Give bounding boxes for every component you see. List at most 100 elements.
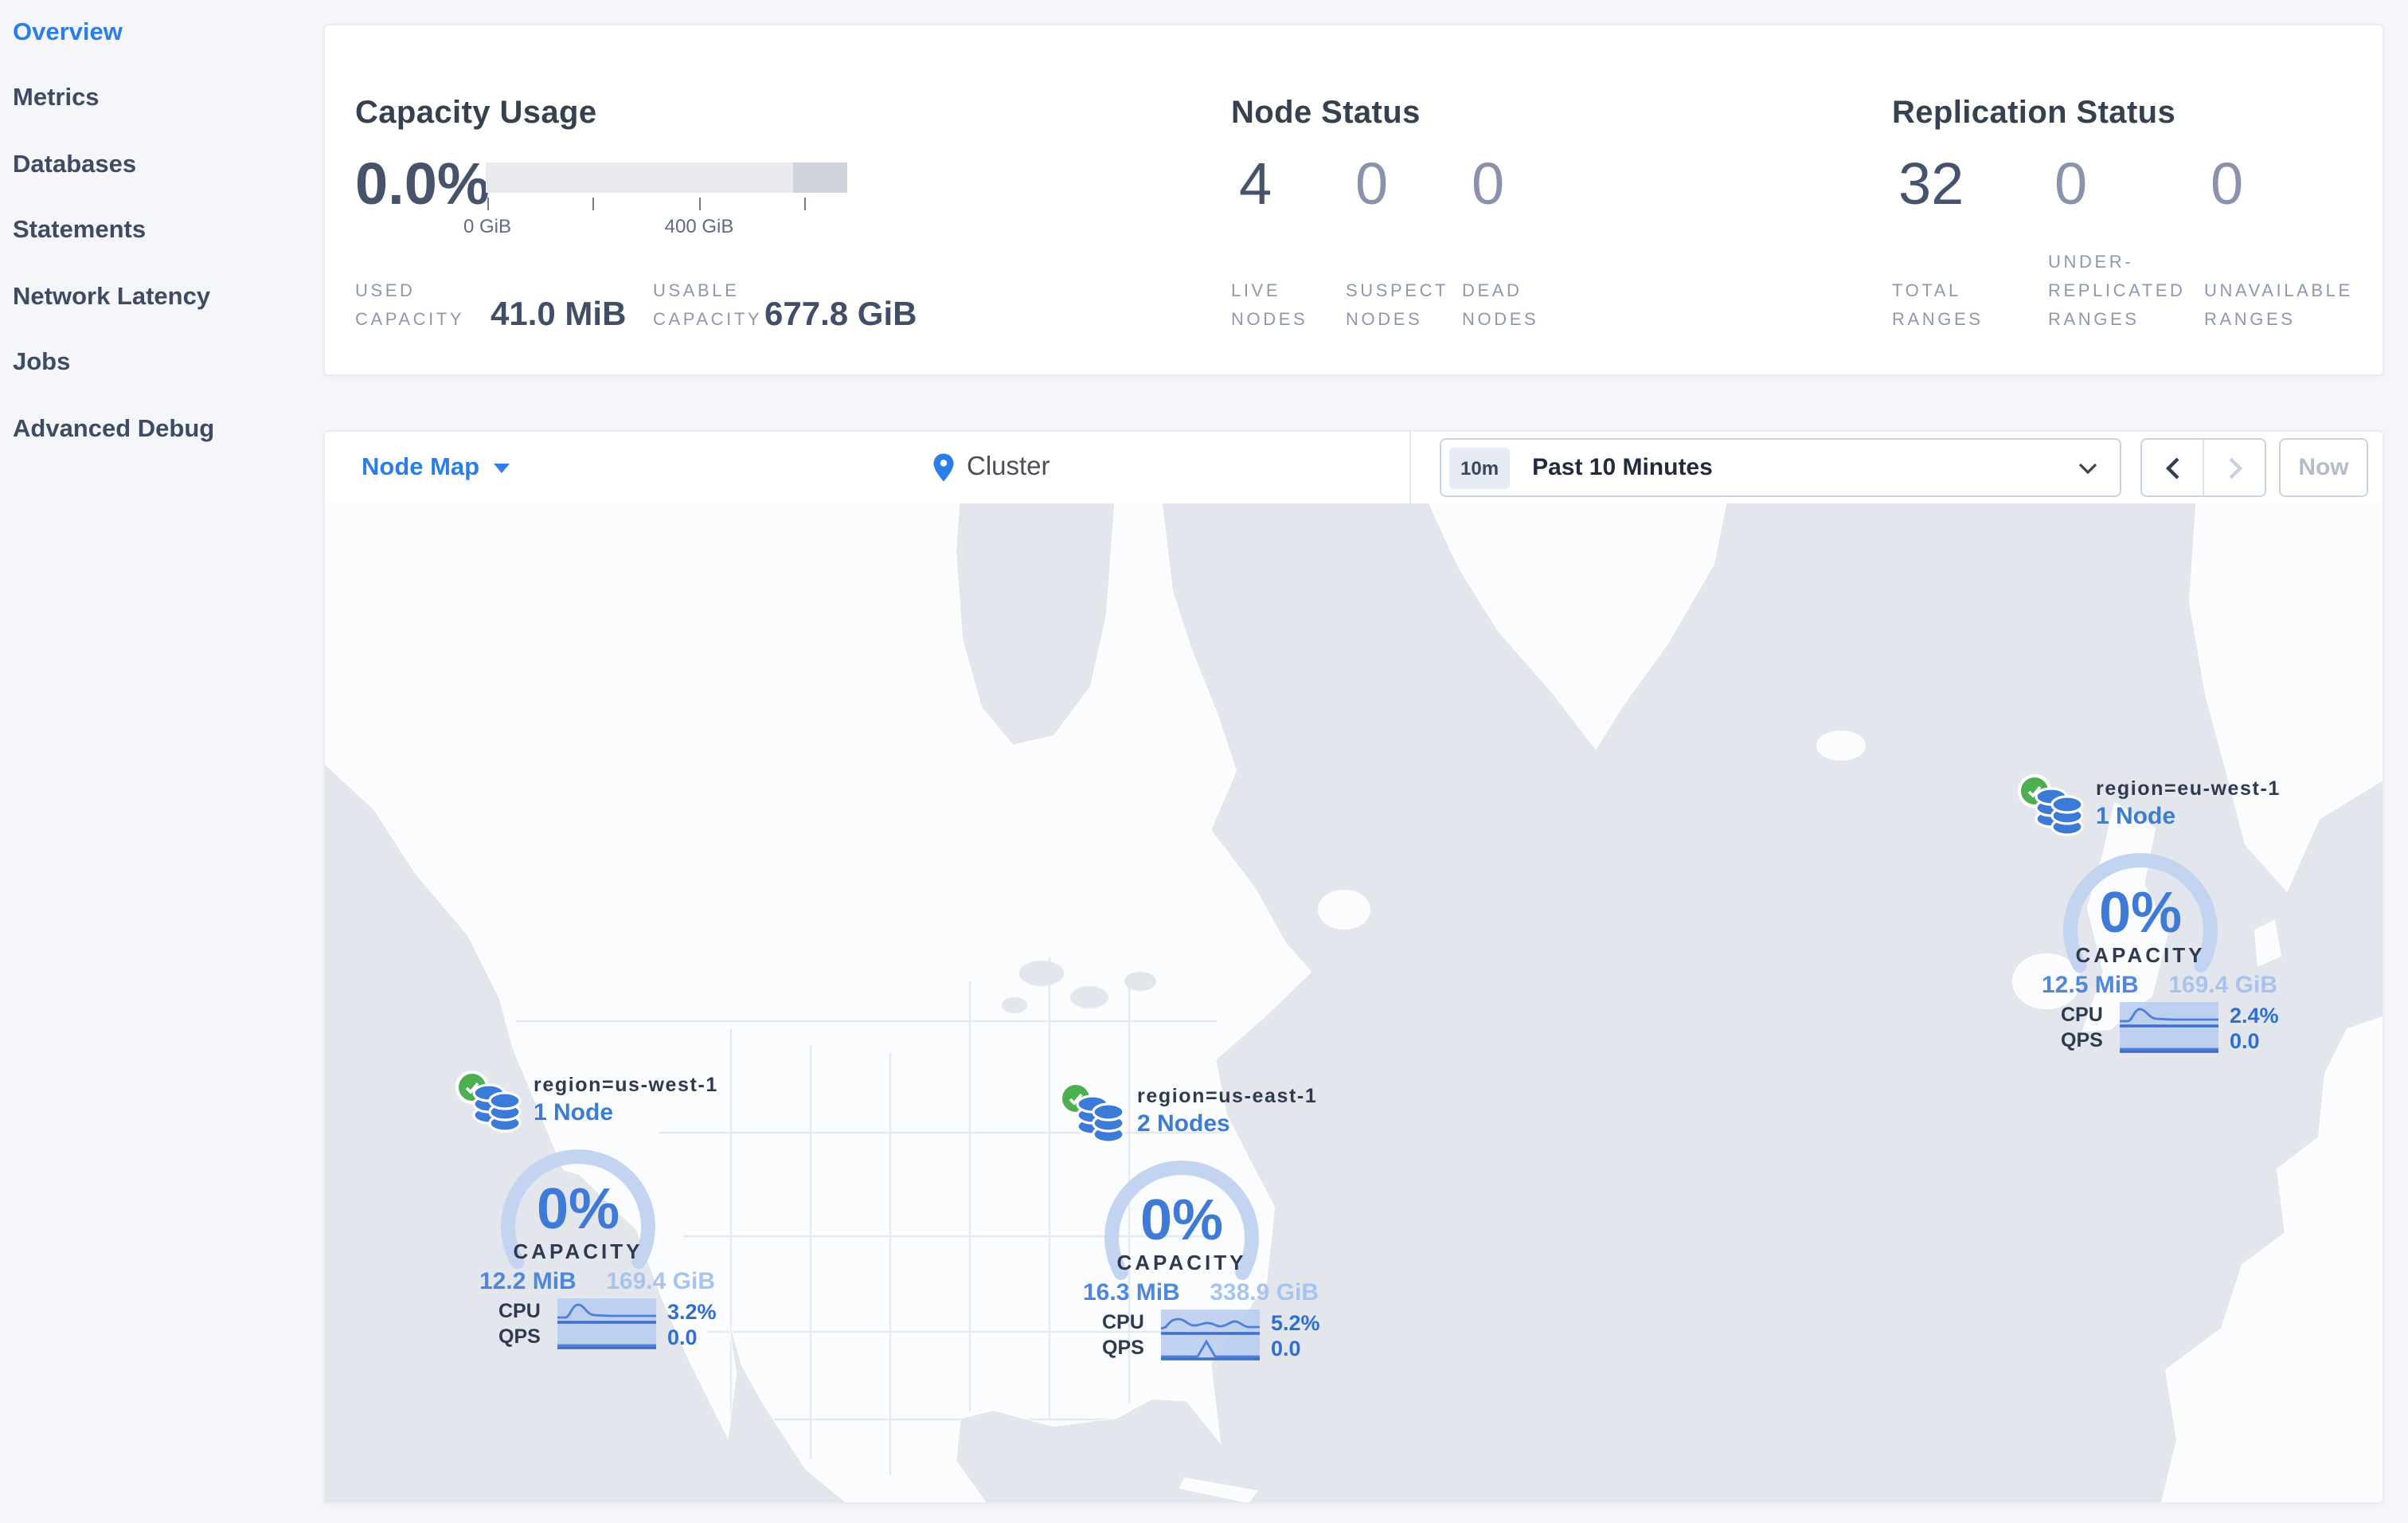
sidebar-item-advanced-debug[interactable]: Advanced Debug bbox=[0, 397, 323, 463]
us-state-borders bbox=[516, 957, 1225, 1475]
capacity-gauge-arc bbox=[2063, 852, 2218, 973]
cpu-sparkline bbox=[557, 1298, 656, 1324]
cuba-island bbox=[1179, 1477, 1258, 1502]
cpu-sparkline bbox=[2120, 1002, 2218, 1028]
time-range-badge: 10m bbox=[1449, 447, 1511, 488]
view-mode-dropdown[interactable]: Node Map bbox=[362, 432, 510, 503]
time-prev-button[interactable] bbox=[2142, 440, 2204, 495]
region-marker-eu-west-1: region=eu-west-1 1 Node 0% CAPACITY 12.5… bbox=[1997, 774, 2284, 1055]
sidebar-item-label: Jobs bbox=[13, 349, 71, 377]
capacity-percent: 0% bbox=[536, 1176, 620, 1241]
cpu-value: 5.2% bbox=[1271, 1310, 1320, 1334]
toolbar-divider bbox=[1409, 432, 1411, 503]
capacity-axis-tick bbox=[699, 198, 701, 210]
sidebar-item-label: Overview bbox=[13, 18, 123, 46]
breadcrumb-label: Cluster bbox=[967, 452, 1050, 481]
europe-landmass bbox=[2160, 1016, 2383, 1502]
great-lake bbox=[1070, 986, 1108, 1008]
total-ranges-label: TOTAL RANGES bbox=[1892, 282, 1984, 330]
map-toolbar: Node Map Cluster 10m Past 10 Minutes bbox=[325, 432, 2383, 503]
capacity-percent: 0% bbox=[2098, 879, 2183, 945]
capacity-gauge-arc bbox=[1104, 1160, 1259, 1280]
capacity-used-value: 12.2 MiB bbox=[479, 1268, 577, 1295]
sidebar-item-label: Databases bbox=[13, 151, 137, 178]
cluster-summary-card: Capacity Usage 0.0% 0 GiB 400 GiB USED C… bbox=[323, 24, 2384, 376]
node-map-card: Node Map Cluster 10m Past 10 Minutes bbox=[323, 430, 2384, 1504]
qps-sparkline bbox=[2120, 1028, 2218, 1053]
region-label: region=eu-west-1 bbox=[2096, 777, 2281, 800]
suspect-nodes-label: SUSPECT NODES bbox=[1346, 282, 1448, 330]
under-replicated-ranges-label: UNDER-REPLICATED RANGES bbox=[2048, 253, 2186, 330]
capacity-used-value: 12.5 MiB bbox=[2042, 972, 2139, 999]
used-capacity-label: USED CAPACITY bbox=[355, 282, 465, 330]
usable-capacity-value: 677.8 GiB bbox=[764, 296, 917, 333]
sidebar-item-jobs[interactable]: Jobs bbox=[0, 331, 323, 397]
unavailable-ranges-value: 0 bbox=[2211, 151, 2244, 217]
sidebar-item-databases[interactable]: Databases bbox=[0, 132, 323, 198]
capacity-usage-title: Capacity Usage bbox=[355, 95, 597, 131]
chevron-down-icon bbox=[494, 463, 510, 472]
capacity-axis-label-zero: 0 GiB bbox=[463, 215, 511, 237]
capacity-usable-value: 338.9 GiB bbox=[1210, 1279, 1319, 1306]
cpu-label: CPU bbox=[1102, 1311, 1144, 1333]
world-map[interactable]: region=us-west-1 1 Node 0% CAPACITY 12.2… bbox=[325, 503, 2383, 1502]
world-map-svg bbox=[325, 503, 2383, 1502]
time-range-dropdown[interactable]: 10m Past 10 Minutes bbox=[1440, 438, 2121, 497]
greenland-landmass bbox=[1428, 503, 1727, 750]
iceland-island bbox=[1816, 730, 1866, 761]
node-count-link[interactable]: 1 Node bbox=[2096, 803, 2176, 830]
newfoundland-island bbox=[1318, 890, 1370, 930]
chevron-right-icon bbox=[2228, 456, 2242, 479]
live-nodes-label: LIVE NODES bbox=[1231, 282, 1308, 330]
map-breadcrumb[interactable]: Cluster bbox=[932, 432, 1050, 503]
dead-nodes-value: 0 bbox=[1472, 151, 1505, 217]
sidebar-item-label: Metrics bbox=[13, 84, 100, 112]
suspect-nodes-value: 0 bbox=[1355, 151, 1389, 217]
capacity-usable-value: 169.4 GiB bbox=[606, 1268, 715, 1295]
dead-nodes-label: DEAD NODES bbox=[1462, 282, 1539, 330]
capacity-percent: 0.0% bbox=[355, 151, 490, 217]
qps-sparkline bbox=[557, 1324, 656, 1349]
database-stack-icon bbox=[472, 1083, 522, 1133]
chevron-down-icon bbox=[2078, 462, 2097, 474]
cpu-label: CPU bbox=[2061, 1004, 2103, 1026]
sidebar-item-label: Network Latency bbox=[13, 283, 211, 311]
region-marker-us-east-1: region=us-east-1 2 Nodes 0% CAPACITY 16.… bbox=[1038, 1082, 1325, 1362]
node-status-title: Node Status bbox=[1231, 95, 1421, 131]
live-nodes-value: 4 bbox=[1239, 151, 1272, 217]
great-lake bbox=[1124, 972, 1156, 991]
sidebar-item-label: Advanced Debug bbox=[13, 415, 215, 443]
time-range-label: Past 10 Minutes bbox=[1532, 454, 1713, 481]
time-next-button[interactable] bbox=[2204, 440, 2265, 495]
cpu-label: CPU bbox=[498, 1300, 541, 1322]
ireland-island bbox=[2012, 953, 2081, 1009]
cpu-value: 2.4% bbox=[2230, 1003, 2279, 1027]
capacity-caption: CAPACITY bbox=[1116, 1251, 1247, 1274]
database-stack-icon bbox=[1076, 1094, 1125, 1144]
time-pager bbox=[2140, 438, 2266, 497]
replication-status-title: Replication Status bbox=[1892, 95, 2176, 131]
node-count-link[interactable]: 1 Node bbox=[534, 1099, 614, 1126]
node-count-link[interactable]: 2 Nodes bbox=[1137, 1110, 1230, 1137]
sidebar-item-statements[interactable]: Statements bbox=[0, 198, 323, 264]
sidebar: Overview Metrics Databases Statements Ne… bbox=[0, 0, 323, 1523]
capacity-gauge-arc bbox=[501, 1149, 655, 1269]
sidebar-item-overview[interactable]: Overview bbox=[0, 0, 323, 66]
denmark-landmass bbox=[2254, 919, 2282, 967]
chevron-left-icon bbox=[2165, 456, 2179, 479]
sidebar-item-metrics[interactable]: Metrics bbox=[0, 66, 323, 132]
great-lake bbox=[1019, 961, 1064, 986]
qps-label: QPS bbox=[2061, 1029, 2103, 1051]
qps-label: QPS bbox=[1102, 1337, 1144, 1359]
capacity-used-value: 16.3 MiB bbox=[1083, 1279, 1180, 1306]
view-mode-label: Node Map bbox=[362, 453, 480, 480]
sidebar-item-label: Statements bbox=[13, 217, 147, 245]
now-button[interactable]: Now bbox=[2279, 438, 2368, 497]
now-button-label: Now bbox=[2298, 454, 2349, 481]
qps-value: 0.0 bbox=[2230, 1028, 2260, 1052]
total-ranges-value: 32 bbox=[1898, 151, 1964, 217]
sidebar-item-network-latency[interactable]: Network Latency bbox=[0, 264, 323, 331]
capacity-bar bbox=[486, 162, 847, 193]
qps-label: QPS bbox=[498, 1325, 541, 1348]
location-pin-icon bbox=[933, 453, 954, 482]
